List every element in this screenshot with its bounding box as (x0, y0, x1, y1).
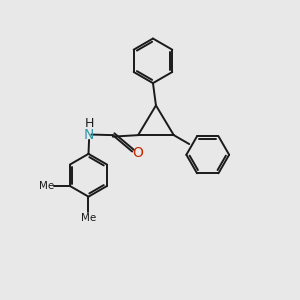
Text: O: O (132, 146, 143, 160)
Text: H: H (84, 117, 94, 130)
Text: Me: Me (39, 181, 55, 191)
Text: Me: Me (81, 213, 96, 223)
Text: N: N (84, 128, 94, 142)
